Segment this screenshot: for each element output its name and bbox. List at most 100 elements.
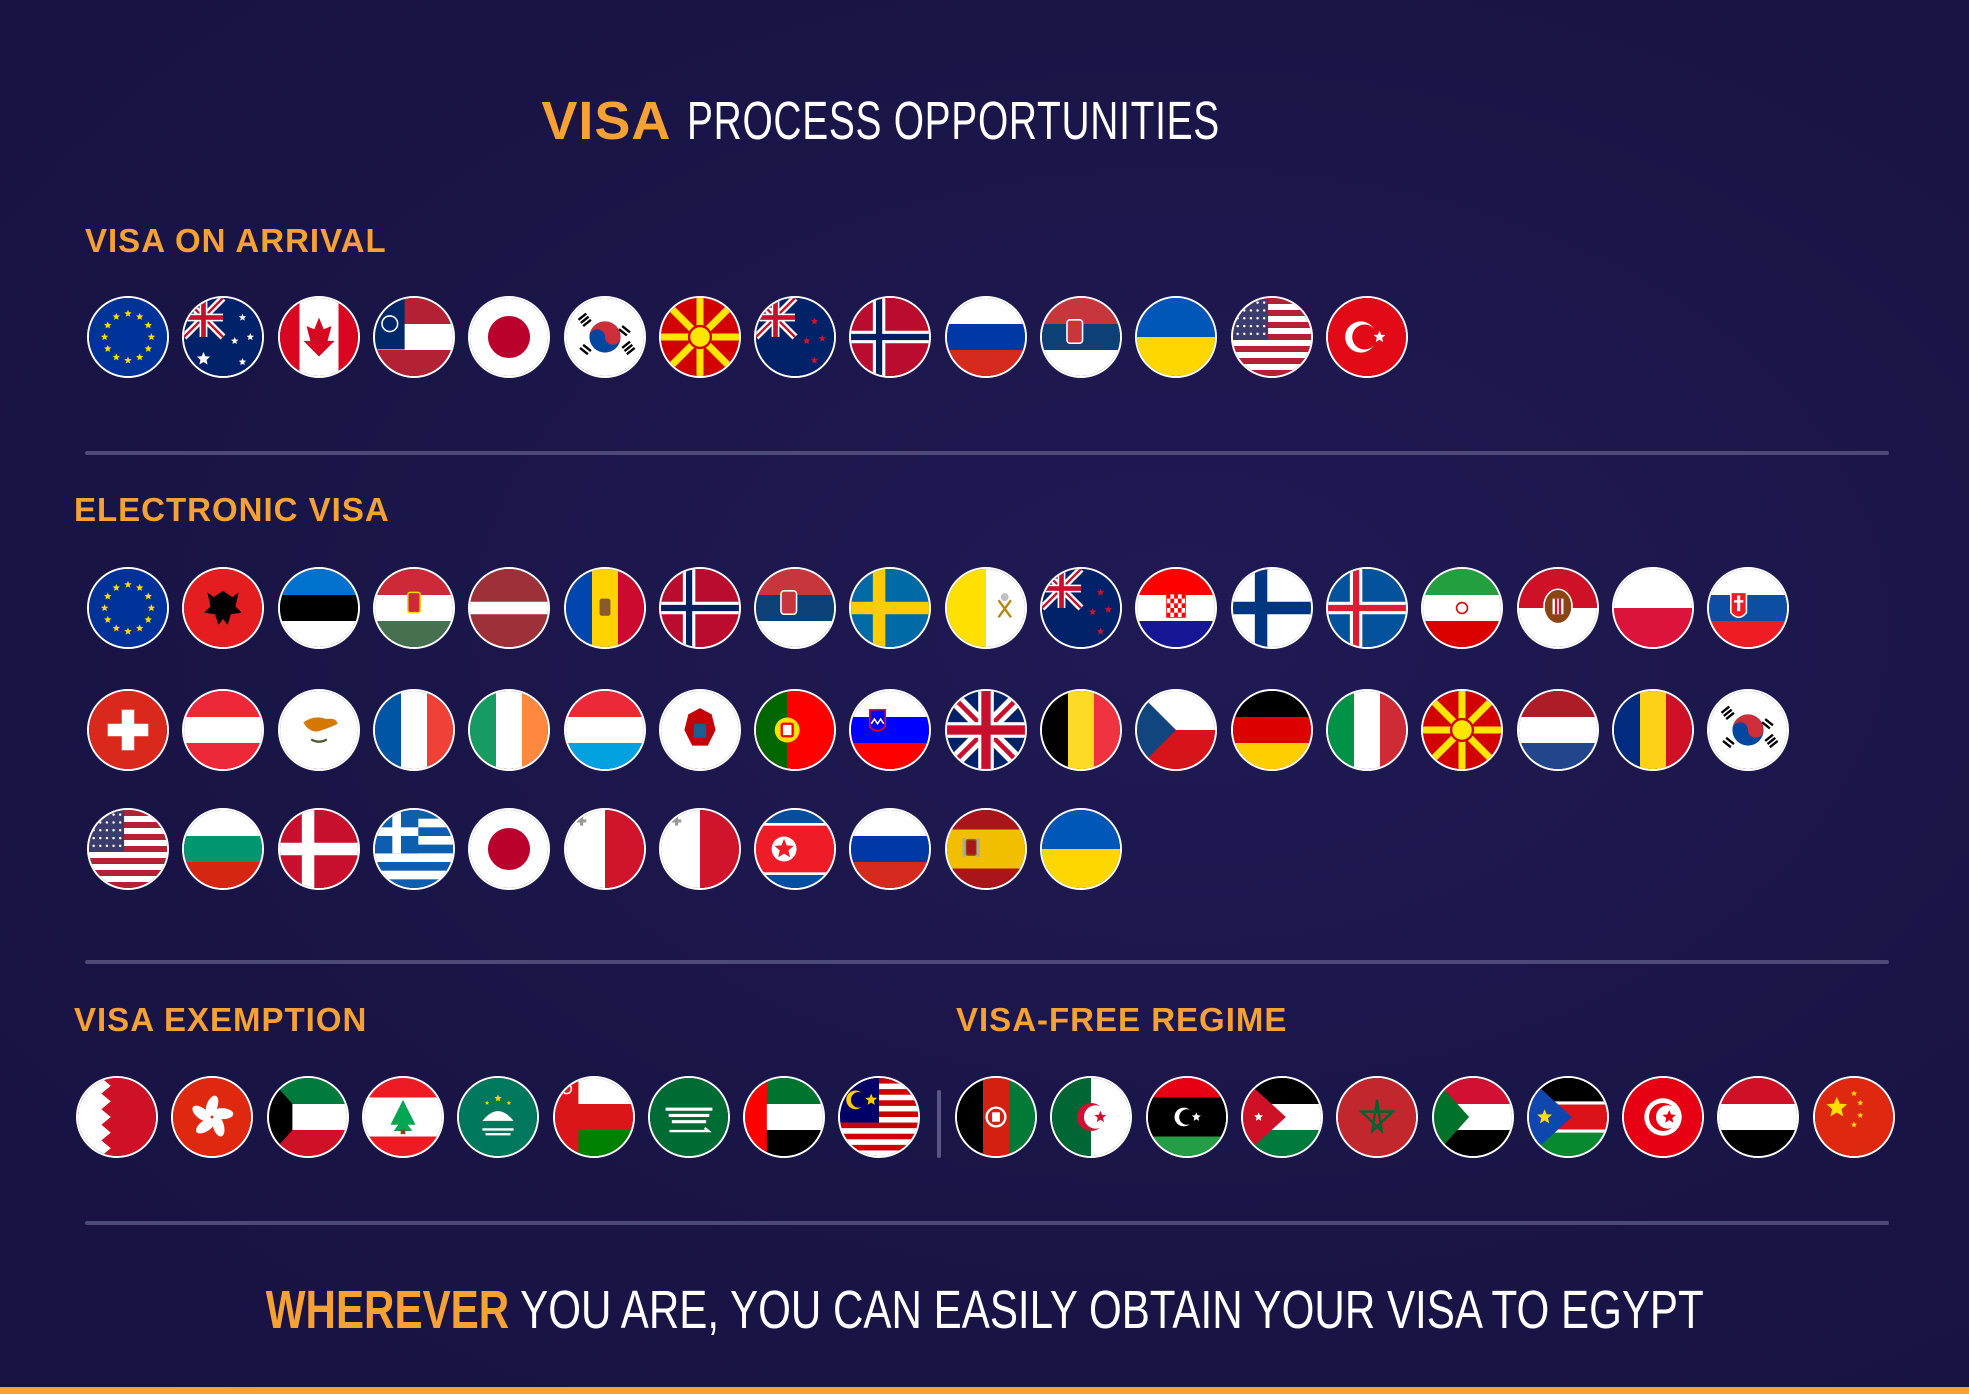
flag-malta-shape — [565, 810, 644, 888]
flag-north-macedonia-icon — [1421, 689, 1504, 771]
flag-monaco-icon — [1516, 567, 1599, 649]
flag-north-macedonia-shape — [1423, 691, 1502, 769]
flag-north-macedonia-icon — [658, 296, 741, 378]
flag-morocco-icon — [1336, 1076, 1419, 1158]
flag-usa-shape — [1232, 298, 1311, 376]
flag-usa-icon — [1230, 296, 1313, 378]
flag-romania-icon — [1611, 689, 1694, 771]
flag-sweden-icon — [849, 567, 932, 649]
flag-sudan-icon — [1431, 1076, 1514, 1158]
divider — [85, 1221, 1889, 1225]
flag-uae-icon — [743, 1076, 826, 1158]
flag-croatia-icon — [1135, 567, 1218, 649]
flag-jordan-icon — [1240, 1076, 1323, 1158]
flag-north-macedonia-shape — [660, 298, 739, 376]
section-title-electronic: ELECTRONIC VISA — [74, 491, 390, 528]
flag-new-zealand-shape — [756, 298, 835, 376]
flag-oman-shape — [554, 1078, 633, 1156]
flag-latvia-icon — [468, 567, 551, 649]
flag-new-zealand-icon — [1040, 567, 1122, 649]
flag-italy-shape — [1327, 691, 1406, 769]
footer-tagline: WHEREVER YOU ARE, YOU CAN EASILY OBTAIN … — [0, 1278, 1969, 1342]
flag-austria-icon — [182, 689, 265, 771]
flag-norway-shape — [660, 569, 739, 647]
flag-south-korea-shape — [1709, 691, 1788, 769]
flag-ukraine-icon — [1135, 296, 1218, 378]
flag-australia-shape — [184, 298, 263, 376]
flag-slovenia-shape — [851, 691, 930, 769]
flag-hungary-shape — [374, 569, 453, 647]
flag-south-korea-icon — [563, 296, 646, 378]
flag-poland-icon — [1611, 567, 1694, 649]
flag-macau-shape — [459, 1078, 538, 1156]
flag-north-korea-icon — [754, 808, 837, 890]
section-title-arrival: VISA ON ARRIVAL — [85, 222, 387, 259]
flag-lebanon-icon — [361, 1076, 444, 1158]
flag-bahrain-icon — [76, 1076, 158, 1158]
flag-moldova-shape — [565, 569, 644, 647]
flag-serbia-shape — [756, 569, 835, 647]
flag-malta-icon — [658, 808, 741, 890]
flag-usa-shape — [89, 810, 167, 888]
flag-sudan-shape — [1433, 1078, 1512, 1156]
flag-greece-shape — [374, 810, 453, 888]
flag-japan-icon — [468, 808, 551, 890]
flag-canada-icon — [277, 296, 360, 378]
flag-hungary-icon — [372, 567, 455, 649]
flag-netherlands-shape — [1518, 691, 1597, 769]
flag-south-sudan-shape — [1528, 1078, 1607, 1156]
flag-saudi-arabia-shape — [649, 1078, 728, 1156]
flag-norway-shape — [851, 298, 930, 376]
flag-united-kingdom-shape — [946, 691, 1025, 769]
flag-russia-icon — [849, 808, 932, 890]
flag-slovakia-icon — [1707, 567, 1790, 649]
flag-lebanon-shape — [363, 1078, 442, 1156]
flag-romania-shape — [1613, 691, 1692, 769]
flag-slovenia-icon — [849, 689, 932, 771]
flag-luxembourg-icon — [563, 689, 646, 771]
flag-bulgaria-shape — [184, 810, 263, 888]
flag-cyprus-shape — [279, 691, 358, 769]
flag-south-korea-shape — [565, 298, 644, 376]
section-title-visa-free: VISA-FREE REGIME — [956, 1001, 1288, 1038]
flag-eu-shape — [89, 569, 167, 647]
flag-ukraine-icon — [1040, 808, 1122, 890]
flag-switzerland-icon — [87, 689, 169, 771]
flag-kuwait-icon — [266, 1076, 349, 1158]
flag-ukraine-shape — [1137, 298, 1216, 376]
flag-malaysia-shape — [840, 1078, 919, 1156]
flag-denmark-shape — [279, 810, 358, 888]
flag-norway-icon — [658, 567, 741, 649]
flag-algeria-shape — [1052, 1078, 1131, 1156]
footer-rest: YOU ARE, YOU CAN EASILY OBTAIN YOUR VISA… — [519, 1280, 1704, 1340]
flag-germany-icon — [1230, 689, 1313, 771]
flag-slovakia-shape — [1709, 569, 1788, 647]
flag-japan-shape — [470, 810, 549, 888]
flag-north-korea-shape — [756, 810, 835, 888]
flag-luxembourg-shape — [565, 691, 644, 769]
flag-monaco-shape — [1518, 569, 1597, 647]
flag-russia-shape — [946, 298, 1025, 376]
flag-montenegro-icon — [658, 689, 741, 771]
flag-albania-icon — [182, 567, 265, 649]
flag-germany-shape — [1232, 691, 1311, 769]
flag-jordan-shape — [1242, 1078, 1321, 1156]
flag-new-zealand-icon — [754, 296, 837, 378]
flag-united-kingdom-icon — [944, 689, 1027, 771]
flag-belgium-icon — [1040, 689, 1122, 771]
flag-turkey-icon — [1325, 296, 1408, 378]
flag-macau-icon — [457, 1076, 540, 1158]
flag-japan-shape — [470, 298, 549, 376]
flag-czechia-icon — [1135, 689, 1218, 771]
flag-malaysia-icon — [838, 1076, 921, 1158]
flag-czechia-shape — [1137, 691, 1216, 769]
page-title: VISA PROCESS OPPORTUNITIES — [0, 86, 1969, 156]
flag-georgia-us-shape — [374, 298, 453, 376]
flag-serbia-icon — [1040, 296, 1122, 378]
flag-portugal-shape — [756, 691, 835, 769]
flag-usa-icon — [87, 808, 169, 890]
flag-france-shape — [374, 691, 453, 769]
flag-morocco-shape — [1338, 1078, 1417, 1156]
flag-uae-shape — [745, 1078, 824, 1156]
flag-kuwait-shape — [268, 1078, 347, 1156]
